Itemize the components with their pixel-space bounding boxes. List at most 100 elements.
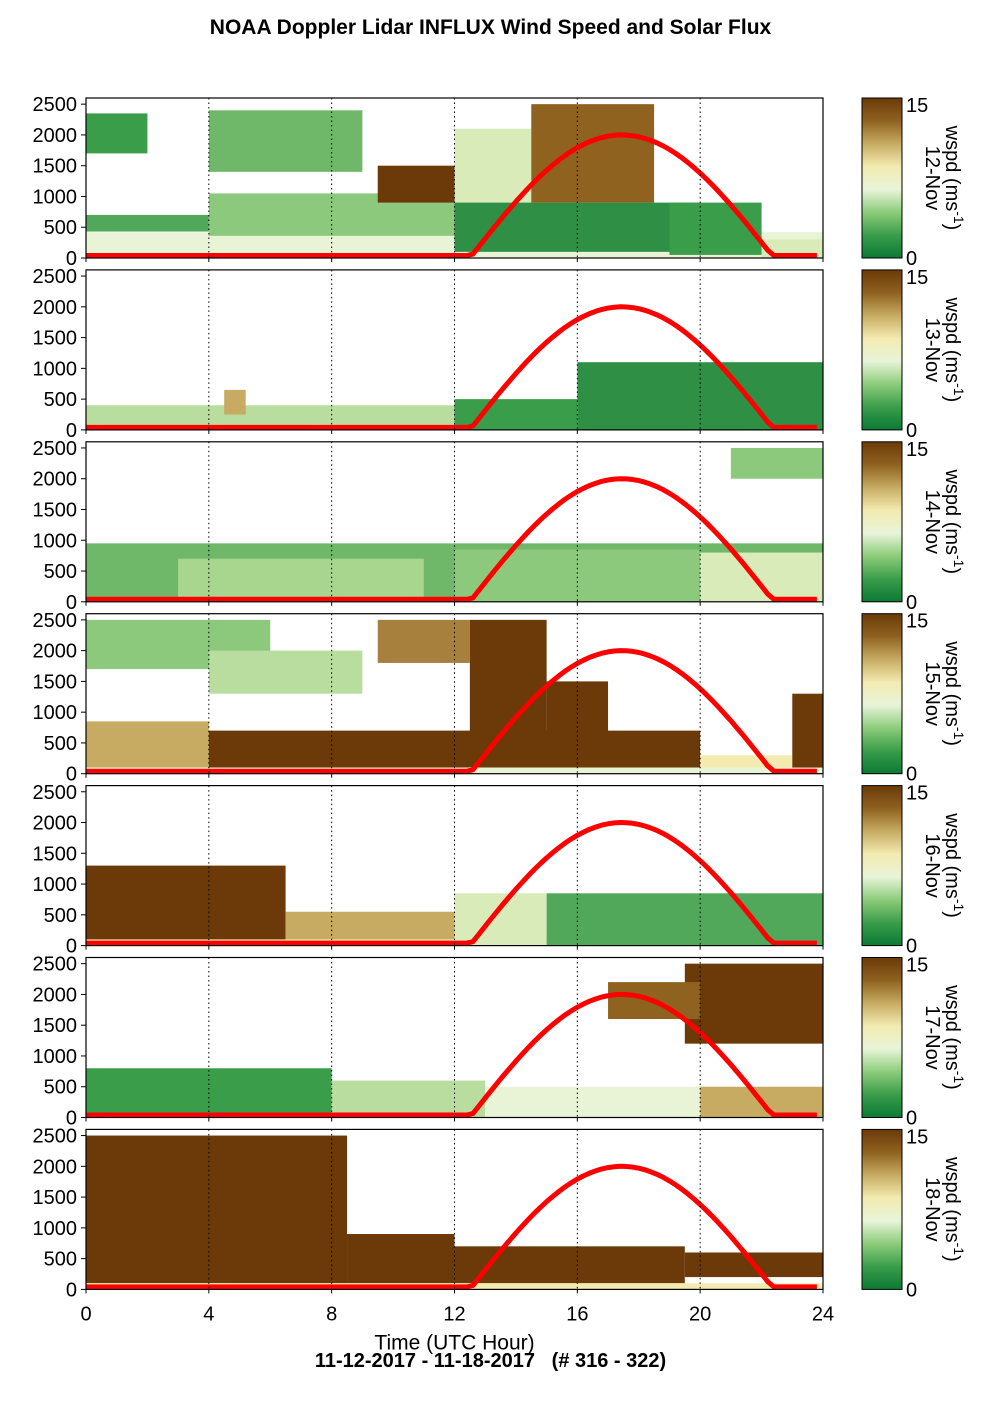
x-tick-label: 20	[689, 1303, 711, 1325]
wspd-region	[485, 1086, 701, 1118]
y-tick-label: 2000	[33, 984, 78, 1006]
y-tick-label: 2000	[33, 469, 78, 491]
panel-date-label: 17-Nov	[921, 1005, 943, 1069]
colorbar-min-label: 0	[906, 936, 917, 958]
y-tick-label: 500	[44, 1249, 77, 1271]
wspd-region	[792, 693, 823, 768]
y-tick-label: 0	[66, 248, 77, 270]
colorbar-min-label: 0	[906, 420, 917, 442]
panel-date-label: 14-Nov	[921, 490, 943, 554]
y-tick-label: 2500	[33, 1126, 78, 1148]
y-tick-label: 2500	[33, 94, 78, 116]
wspd-region	[347, 1234, 455, 1284]
solar-flux-curve	[86, 820, 817, 946]
colorbar-unit-label: wspd (ms-1)	[941, 640, 967, 746]
y-tick-label: 500	[44, 733, 77, 755]
wspd-region	[285, 911, 455, 940]
wspd-region	[86, 721, 209, 768]
y-tick-label: 0	[66, 1108, 77, 1130]
wspd-region	[86, 214, 209, 232]
wspd-region	[86, 865, 286, 940]
y-tick-label: 2500	[33, 782, 78, 804]
y-tick-label: 1500	[33, 843, 78, 865]
y-tick-label: 1500	[33, 1187, 78, 1209]
wspd-region	[469, 619, 547, 737]
wspd-region	[531, 104, 655, 203]
y-tick-label: 0	[66, 592, 77, 614]
y-tick-label: 1000	[33, 874, 78, 896]
y-tick-label: 1500	[33, 328, 78, 350]
wspd-region	[208, 650, 363, 694]
y-tick-label: 1500	[33, 1015, 78, 1037]
colorbar-unit-label: wspd (ms-1)	[941, 812, 967, 918]
heatmap-area	[86, 619, 823, 774]
y-tick-label: 1500	[33, 156, 78, 178]
heatmap-area	[86, 820, 823, 946]
y-tick-label: 500	[44, 561, 77, 583]
colorbar-gradient	[861, 1128, 903, 1290]
x-tick-label: 8	[326, 1303, 337, 1325]
y-tick-label: 2500	[33, 266, 78, 288]
wspd-region	[700, 552, 823, 602]
solar-flux-curve	[86, 476, 817, 602]
colorbar-gradient	[861, 269, 903, 431]
y-tick-label: 1500	[33, 499, 78, 521]
colorbar-max-label: 15	[906, 267, 928, 289]
colorbar-gradient	[861, 957, 903, 1118]
solar-flux-curve	[86, 304, 817, 430]
heatmap-area	[86, 104, 823, 258]
colorbar-min-label: 0	[906, 1108, 917, 1130]
wspd-region	[684, 963, 823, 1044]
y-tick-label: 2000	[33, 641, 78, 663]
wspd-region	[454, 549, 701, 602]
solar-flux-curve	[86, 132, 817, 258]
solar-flux-curve	[86, 1163, 817, 1290]
colorbar-unit-label: wspd (ms-1)	[941, 297, 967, 403]
wspd-region	[86, 113, 148, 154]
x-tick-label: 4	[203, 1303, 214, 1325]
y-tick-label: 2000	[33, 1156, 78, 1178]
x-axis-label: Time (UTC Hour)	[374, 1331, 534, 1354]
colorbar-min-label: 0	[906, 1279, 917, 1301]
wspd-region	[454, 893, 547, 946]
y-tick-label: 1000	[33, 1218, 78, 1240]
y-tick-label: 500	[44, 217, 77, 239]
colorbar-max-label: 15	[906, 955, 928, 977]
colorbar-unit-label: wspd (ms-1)	[941, 1156, 967, 1262]
wspd-region	[377, 619, 470, 663]
y-tick-label: 2000	[33, 813, 78, 835]
solar-flux-curve	[86, 648, 817, 774]
y-tick-label: 500	[44, 389, 77, 411]
y-tick-label: 0	[66, 1279, 77, 1301]
colorbar-unit-label: wspd (ms-1)	[941, 984, 967, 1090]
panel-date-label: 12-Nov	[921, 146, 943, 210]
y-tick-label: 2000	[33, 125, 78, 147]
panel-date-label: 13-Nov	[921, 318, 943, 382]
colorbar-min-label: 0	[906, 592, 917, 614]
x-axis: 0 4 8 12 16 20 24 Time (UTC Hour)	[80, 1303, 834, 1354]
colorbar-min-label: 0	[906, 248, 917, 270]
colorbar-max-label: 15	[906, 1126, 928, 1148]
y-tick-label: 500	[44, 1077, 77, 1099]
y-tick-label: 500	[44, 905, 77, 927]
wspd-region	[224, 389, 246, 415]
wspd-region	[86, 1135, 348, 1284]
y-tick-label: 1500	[33, 671, 78, 693]
wspd-region	[700, 755, 793, 768]
y-tick-label: 2000	[33, 297, 78, 319]
y-tick-label: 1000	[33, 702, 78, 724]
